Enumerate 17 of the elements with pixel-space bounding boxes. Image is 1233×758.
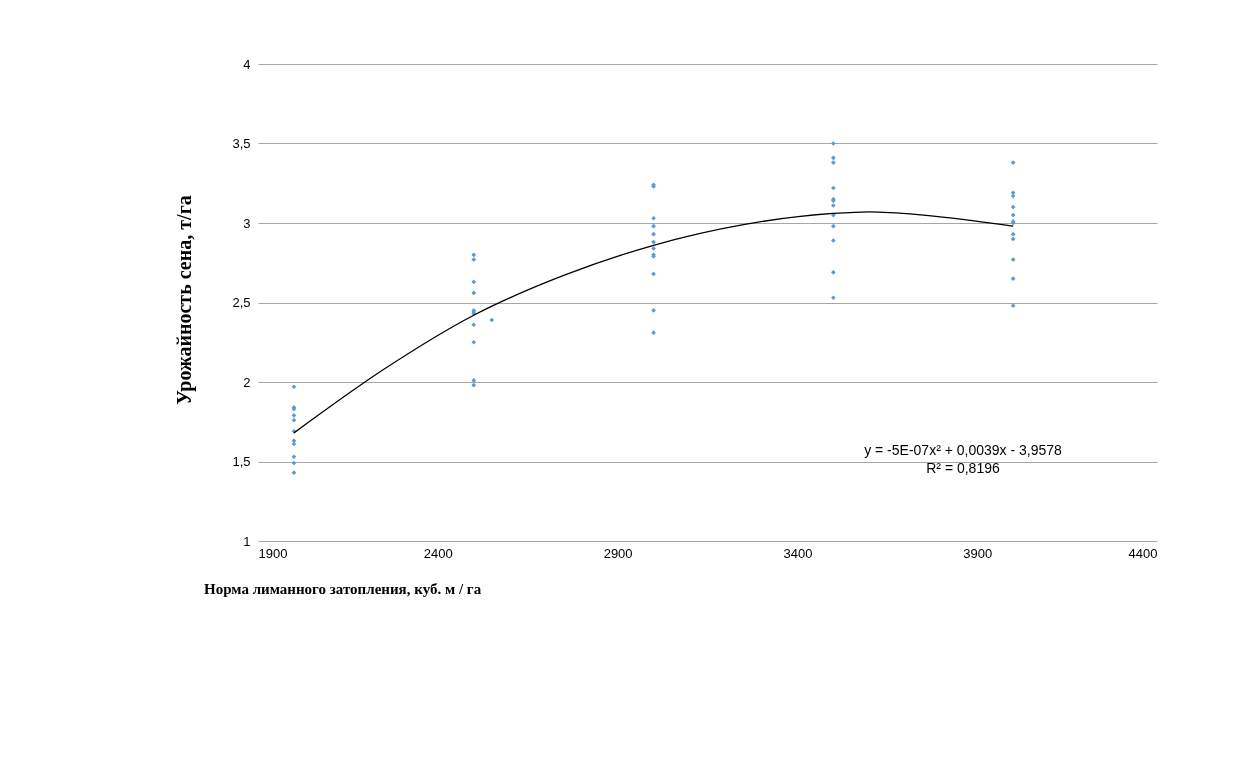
- x-tick-label: 3400: [783, 545, 813, 561]
- annotation: y = -5E-07x² + 0,0039x - 3,9578: [864, 442, 1063, 458]
- y-tick-label: 2: [243, 374, 251, 390]
- x-tick-label: 1900: [258, 545, 288, 561]
- x-tick-label: 2400: [423, 545, 453, 561]
- y-tick-label: 3,5: [232, 136, 251, 151]
- y-tick-label: 4: [243, 56, 251, 72]
- x-tick-label: 3900: [963, 545, 993, 561]
- y-tick-label: 1,5: [232, 454, 251, 469]
- x-axis-title: Норма лиманного затопления, куб. м / га: [204, 581, 482, 597]
- y-tick-label: 3: [243, 215, 251, 231]
- y-tick-label: 2,5: [232, 295, 251, 310]
- y-tick-label: 1: [243, 533, 251, 549]
- annotation: R² = 0,8196: [926, 460, 1000, 476]
- x-tick-label: 2900: [603, 545, 633, 561]
- x-tick-label: 4400: [1128, 545, 1158, 561]
- y-axis-title: Урожайность сена, т/га: [173, 195, 196, 405]
